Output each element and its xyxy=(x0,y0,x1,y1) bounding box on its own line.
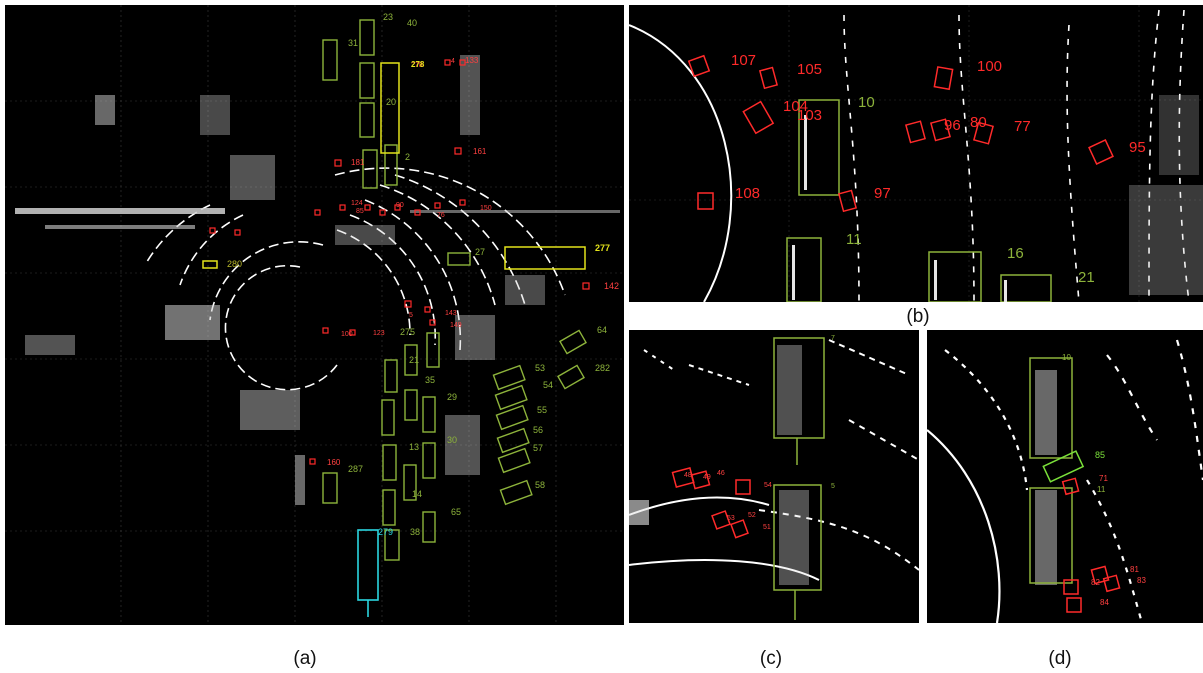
car-boxes xyxy=(787,100,1051,302)
b-label-80: 80 xyxy=(970,114,987,131)
point-cloud xyxy=(629,345,809,585)
a-label-123: 123 xyxy=(373,330,385,337)
pedestrian-boxes xyxy=(1063,478,1120,612)
c-label-51: 51 xyxy=(763,524,771,531)
d-label-82: 82 xyxy=(1091,578,1100,587)
c-label-52: 52 xyxy=(748,512,756,519)
a-label-2: 2 xyxy=(405,152,410,162)
a-label-160: 160 xyxy=(327,458,341,467)
a-label-23: 23 xyxy=(383,12,393,22)
panel-b-zoom: 107 105 100 104 103 96 80 77 95 108 97 1… xyxy=(629,5,1203,302)
b-label-105: 105 xyxy=(797,61,822,78)
a-label-64: 64 xyxy=(597,325,607,335)
d-label-81: 81 xyxy=(1130,565,1139,574)
a-label-29: 29 xyxy=(447,392,457,402)
a-label-35: 35 xyxy=(425,375,435,385)
panel-d-zoom: 10 85 11 71 81 83 82 84 xyxy=(927,330,1203,623)
panel-c-canvas: 7 5 46 49 48 54 52 51 53 xyxy=(629,330,919,623)
a-label-181: 181 xyxy=(351,158,365,167)
d-label-11: 11 xyxy=(1097,485,1106,494)
a-label-85: 85 xyxy=(356,208,364,215)
caption-c: (c) xyxy=(741,648,801,670)
b-label-97: 97 xyxy=(874,185,891,202)
b-label-107: 107 xyxy=(731,52,756,69)
point-cloud xyxy=(1035,370,1057,585)
d-label-10: 10 xyxy=(1062,353,1071,362)
a-label-124: 124 xyxy=(351,200,363,207)
a-label-277: 277 xyxy=(595,243,610,253)
panel-c-zoom: 7 5 46 49 48 54 52 51 53 xyxy=(629,330,919,623)
a-label-76: 76 xyxy=(437,212,445,219)
panel-a-canvas: 23 40 31 20 2 27 275 21 35 29 30 13 14 3… xyxy=(5,5,624,625)
a-label-278: 278 xyxy=(411,60,425,69)
cyclist-box xyxy=(1043,451,1083,482)
a-label-65: 65 xyxy=(451,507,461,517)
b-label-11: 11 xyxy=(846,231,862,248)
d-label-85: 85 xyxy=(1095,450,1105,460)
c-label-46: 46 xyxy=(717,470,725,477)
point-cloud xyxy=(1129,95,1203,295)
b-label-77: 77 xyxy=(1014,118,1031,135)
panel-d-canvas: 10 85 11 71 81 83 82 84 xyxy=(927,330,1203,623)
a-label-149: 149 xyxy=(450,322,462,329)
point-cloud xyxy=(15,55,620,505)
a-label-280: 280 xyxy=(227,259,242,269)
a-label-5: 5 xyxy=(409,312,413,319)
grid xyxy=(629,5,1203,302)
a-label-27: 27 xyxy=(475,247,485,257)
panel-a-lidar-overview: 23 40 31 20 2 27 275 21 35 29 30 13 14 3… xyxy=(5,5,624,625)
a-label-30: 30 xyxy=(447,435,457,445)
c-label-48: 48 xyxy=(684,472,692,479)
a-label-142: 142 xyxy=(604,281,619,291)
a-label-275: 275 xyxy=(400,327,415,337)
b-label-100: 100 xyxy=(977,58,1002,75)
a-label-56: 56 xyxy=(533,425,543,435)
a-label-38: 38 xyxy=(410,527,420,537)
c-label-49: 49 xyxy=(703,474,711,481)
a-label-58: 58 xyxy=(535,480,545,490)
a-label-133: 133 xyxy=(465,56,479,65)
b-label-103: 103 xyxy=(797,107,822,124)
a-label-150: 150 xyxy=(480,205,492,212)
a-label-40: 40 xyxy=(407,18,417,28)
a-label-54: 54 xyxy=(543,380,553,390)
a-label-13: 13 xyxy=(409,442,419,452)
a-label-14: 14 xyxy=(412,489,422,499)
b-label-16: 16 xyxy=(1007,245,1024,262)
a-label-143: 143 xyxy=(445,310,457,317)
lidar-rings xyxy=(629,25,731,302)
caption-b: (b) xyxy=(888,306,948,328)
c-label-53: 53 xyxy=(727,515,735,522)
a-label-161: 161 xyxy=(473,147,487,156)
d-label-83: 83 xyxy=(1137,576,1146,585)
ego-vehicle-box xyxy=(358,530,378,617)
a-label-57: 57 xyxy=(533,443,543,453)
a-label-100: 100 xyxy=(341,331,353,338)
b-label-108: 108 xyxy=(735,185,760,202)
a-label-55: 55 xyxy=(537,405,547,415)
car-points xyxy=(792,115,1007,302)
b-label-21: 21 xyxy=(1078,269,1095,286)
a-label-53: 53 xyxy=(535,363,545,373)
d-label-84: 84 xyxy=(1100,598,1109,607)
b-label-96: 96 xyxy=(944,117,961,134)
a-label-31: 31 xyxy=(348,38,358,48)
d-label-71: 71 xyxy=(1099,474,1108,483)
a-label-282: 282 xyxy=(595,363,610,373)
a-label-279: 279 xyxy=(378,527,393,537)
a-label-21: 21 xyxy=(409,355,419,365)
panel-b-canvas: 107 105 100 104 103 96 80 77 95 108 97 1… xyxy=(629,5,1203,302)
a-label-20: 20 xyxy=(386,97,396,107)
c-label-54: 54 xyxy=(764,482,772,489)
b-label-10: 10 xyxy=(858,94,875,111)
caption-d: (d) xyxy=(1030,648,1090,670)
b-label-95: 95 xyxy=(1129,139,1146,156)
a-label-90: 90 xyxy=(396,202,404,209)
c-label-5: 5 xyxy=(831,483,835,490)
caption-a: (a) xyxy=(275,648,335,670)
a-label-287: 287 xyxy=(348,464,363,474)
c-label-7: 7 xyxy=(831,335,835,342)
a-label-4: 4 xyxy=(451,58,455,65)
